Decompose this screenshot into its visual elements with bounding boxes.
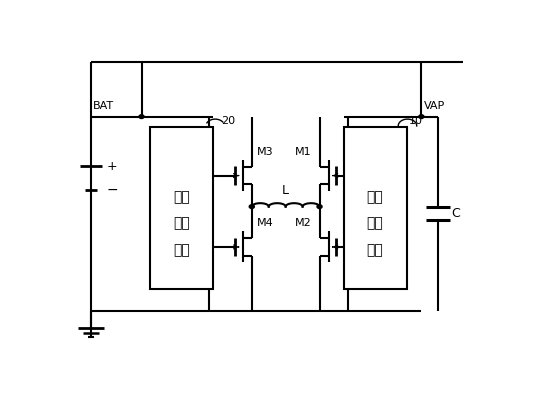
Circle shape: [419, 115, 424, 118]
Text: +: +: [107, 160, 118, 173]
Text: 模块: 模块: [173, 243, 190, 257]
Text: VAP: VAP: [424, 101, 445, 111]
Text: M3: M3: [257, 147, 274, 157]
Text: M1: M1: [295, 147, 312, 157]
Text: C: C: [452, 207, 460, 220]
Text: BAT: BAT: [93, 101, 114, 111]
Text: M4: M4: [257, 218, 274, 229]
Bar: [150, 127, 213, 289]
Text: 控制: 控制: [173, 217, 190, 231]
Text: 控制: 控制: [367, 217, 383, 231]
Text: 放电: 放电: [173, 190, 190, 204]
Circle shape: [249, 205, 254, 208]
Text: 充电: 充电: [367, 190, 383, 204]
Text: 20: 20: [222, 116, 236, 126]
Text: 10: 10: [409, 116, 423, 126]
Text: −: −: [107, 183, 118, 197]
Text: 模块: 模块: [367, 243, 383, 257]
Text: L: L: [282, 184, 289, 197]
Circle shape: [317, 205, 322, 208]
Circle shape: [139, 115, 144, 118]
Bar: [344, 127, 407, 289]
Text: M2: M2: [295, 218, 312, 229]
